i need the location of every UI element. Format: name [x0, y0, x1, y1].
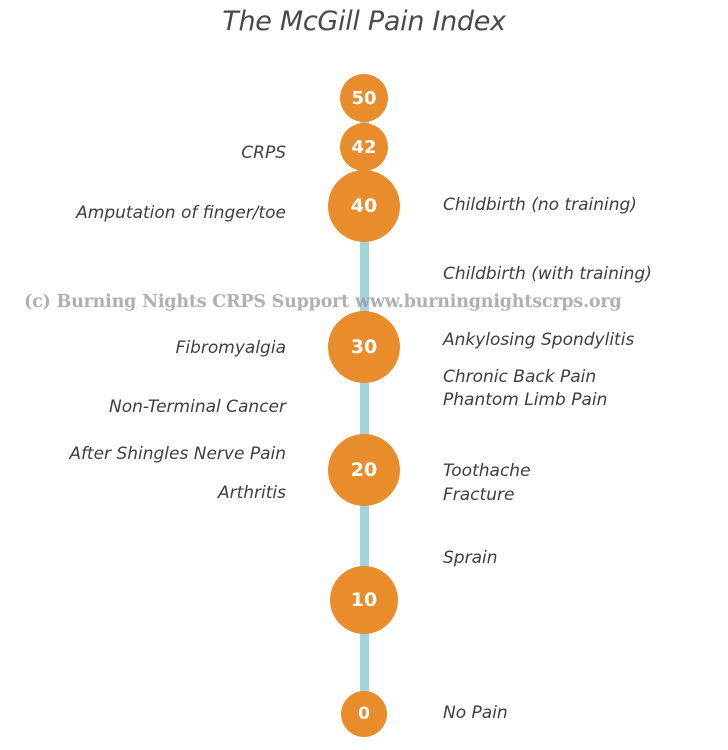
pain-scale-axis	[360, 98, 369, 714]
watermark-text: (c) Burning Nights CRPS Support www.burn…	[24, 292, 622, 312]
label-no-pain: No Pain	[443, 703, 508, 723]
marker-40: 40	[328, 170, 400, 242]
label-ankylosing-spondylitis: Ankylosing Spondylitis	[443, 330, 635, 350]
label-chronic-back-pain: Chronic Back Pain	[443, 367, 597, 387]
marker-42: 42	[340, 123, 388, 171]
diagram-title: The McGill Pain Index	[222, 6, 506, 37]
label-toothache: Toothache	[443, 461, 531, 481]
label-fibromyalgia: Fibromyalgia	[175, 338, 286, 358]
label-fracture: Fracture	[443, 485, 515, 505]
label-shingles: After Shingles Nerve Pain	[69, 444, 286, 464]
marker-0: 0	[341, 691, 387, 737]
label-non-terminal-cancer: Non-Terminal Cancer	[109, 397, 286, 417]
marker-30: 30	[328, 311, 400, 383]
marker-50: 50	[340, 74, 388, 122]
label-arthritis: Arthritis	[217, 483, 286, 503]
label-childbirth-no-training: Childbirth (no training)	[443, 195, 637, 215]
label-amputation: Amputation of finger/toe	[76, 203, 286, 223]
marker-10: 10	[330, 566, 398, 634]
marker-20: 20	[328, 434, 400, 506]
label-phantom-limb-pain: Phantom Limb Pain	[443, 390, 608, 410]
label-sprain: Sprain	[443, 548, 498, 568]
label-childbirth-with-training: Childbirth (with training)	[443, 264, 652, 284]
label-crps: CRPS	[241, 143, 286, 163]
